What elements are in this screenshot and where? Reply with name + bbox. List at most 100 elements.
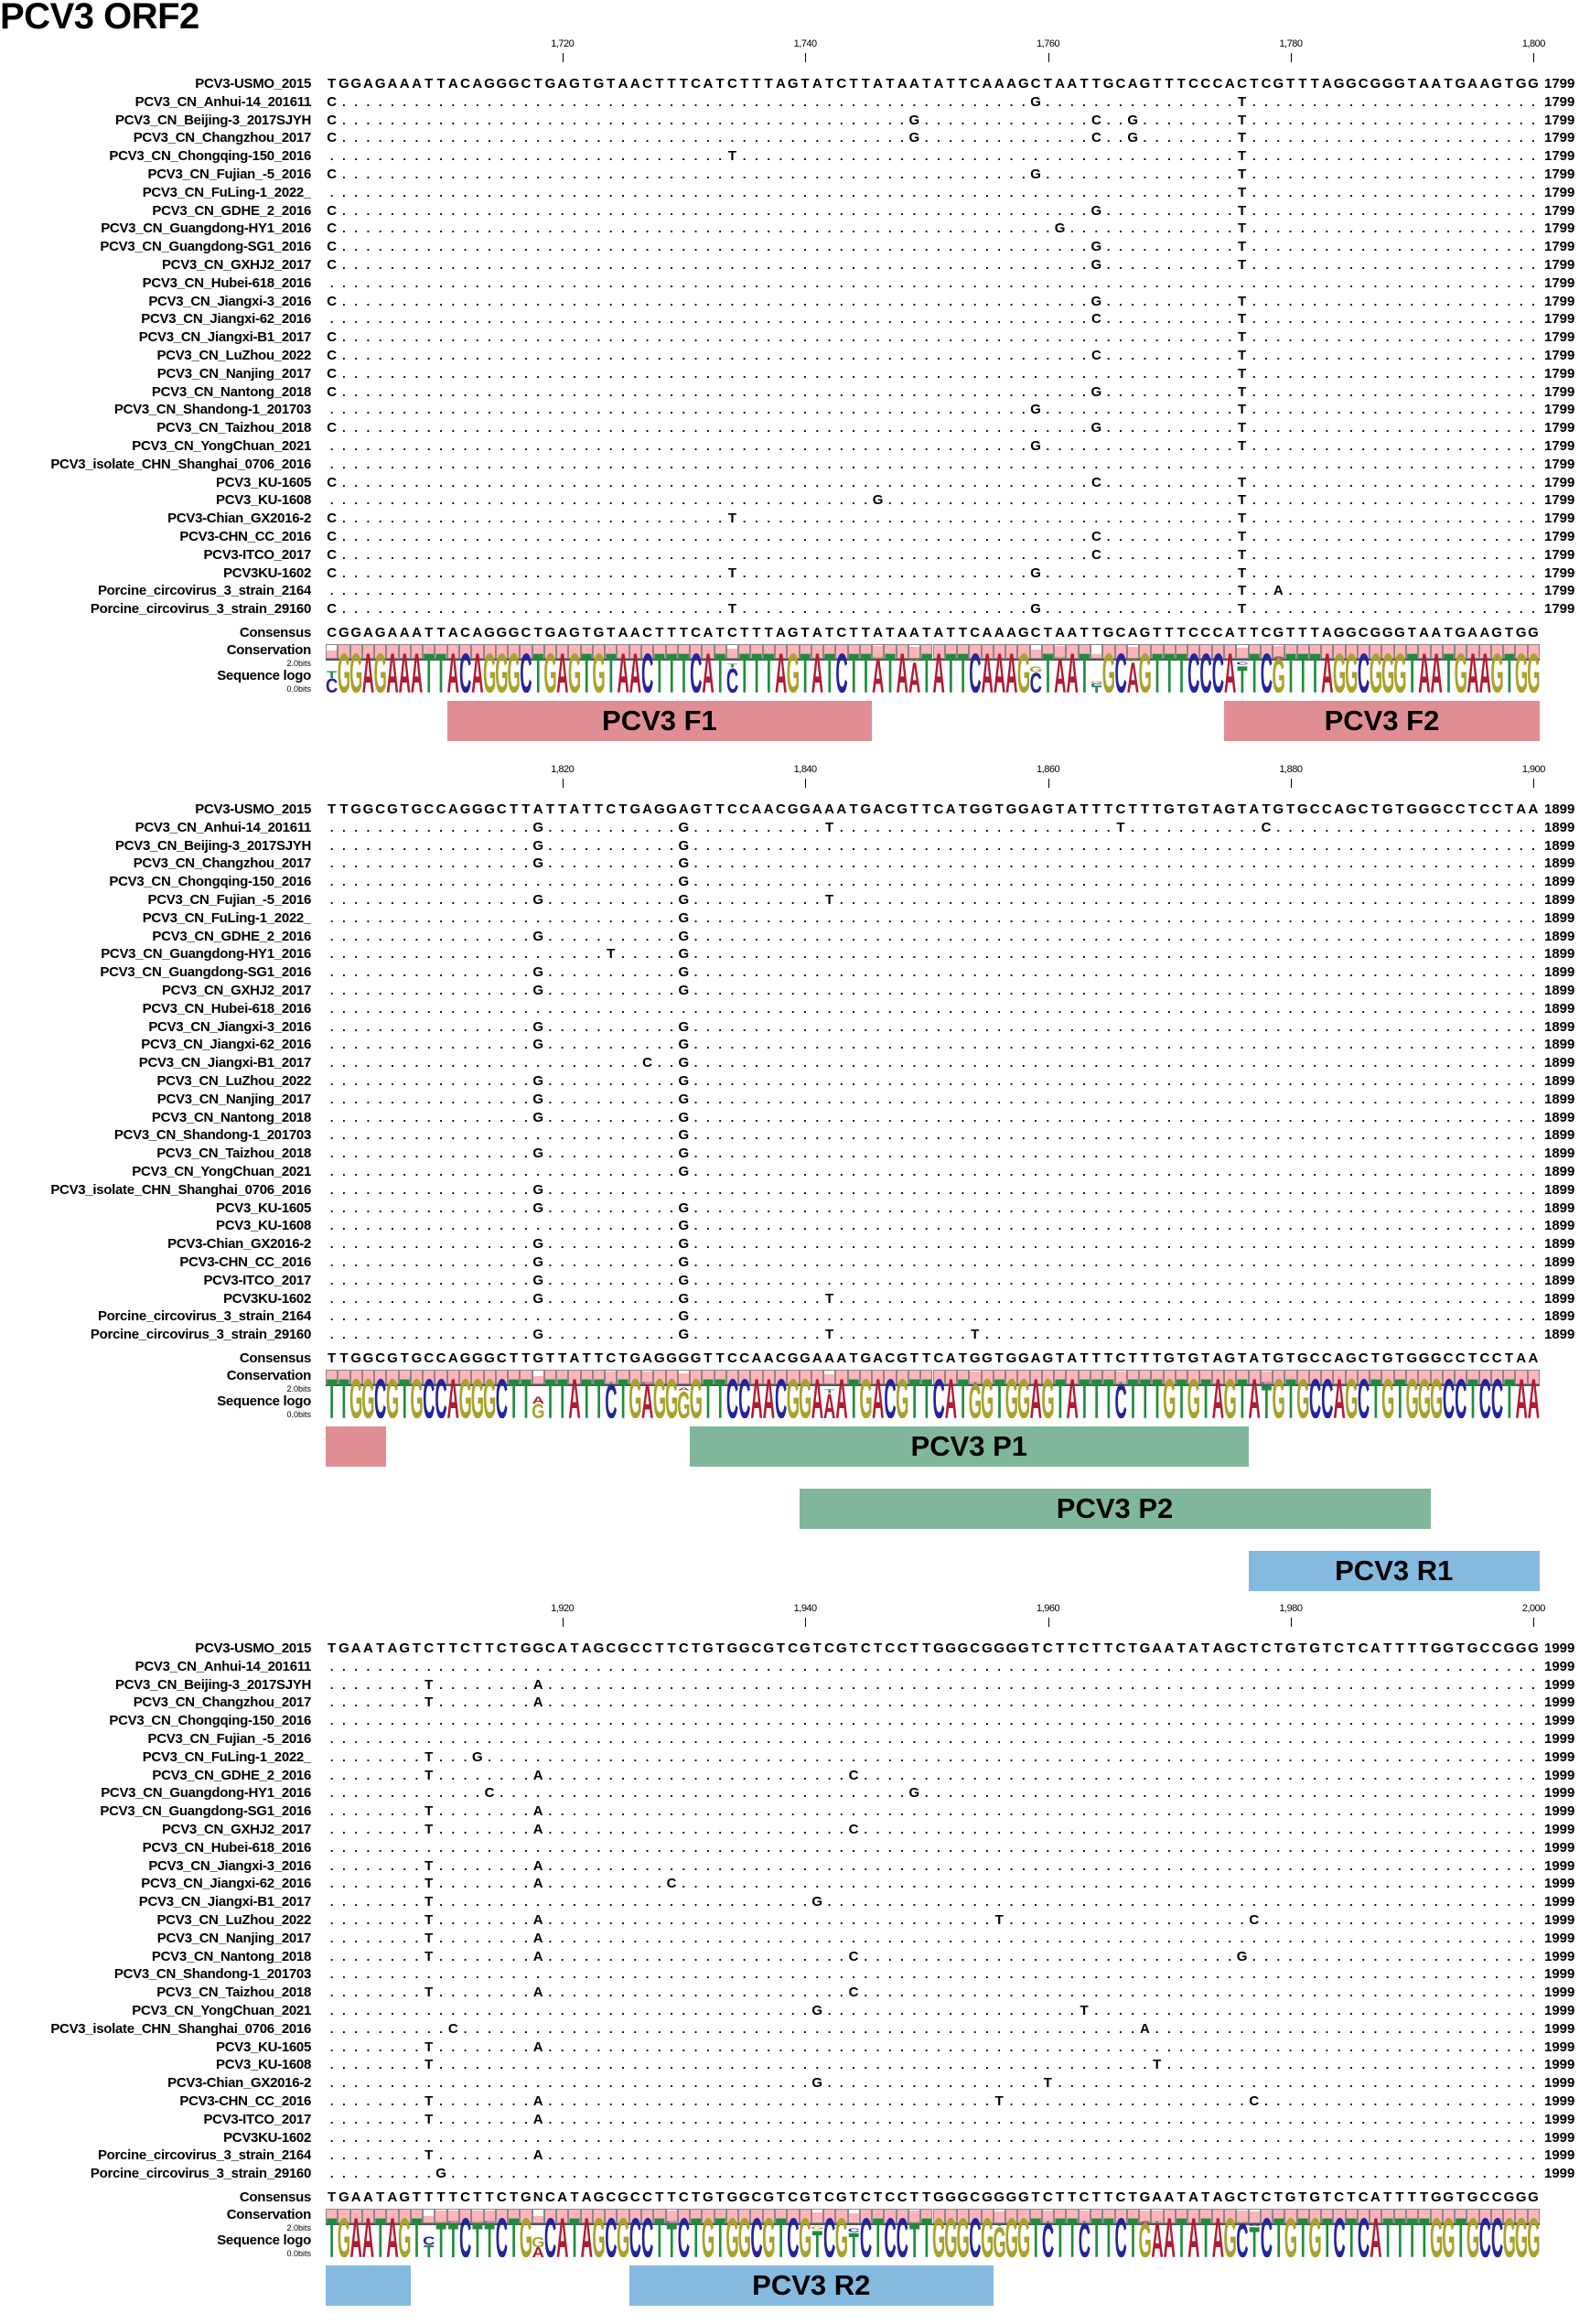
sequence-end-position: 1799 <box>1544 601 1575 618</box>
match-dot: . <box>1483 258 1487 272</box>
match-dot: . <box>1106 221 1111 236</box>
match-dot: . <box>742 947 747 962</box>
match-dot: . <box>1082 893 1086 907</box>
match-dot: . <box>1119 275 1123 290</box>
match-dot: . <box>803 1001 807 1016</box>
match-dot: . <box>1094 330 1099 345</box>
match-dot: . <box>573 910 576 925</box>
match-dot: . <box>511 131 516 145</box>
match-dot: . <box>1410 475 1414 490</box>
conservation-fill <box>618 645 628 658</box>
match-dot: . <box>997 947 1002 962</box>
match-dot: . <box>354 403 358 417</box>
match-dot: . <box>827 384 832 399</box>
annotation-forward-primer[interactable]: PCV3 F2 <box>1223 701 1540 741</box>
match-dot: . <box>1082 131 1086 145</box>
consensus-base: T <box>1153 625 1162 640</box>
match-dot: . <box>585 294 589 308</box>
match-dot: . <box>1458 984 1463 997</box>
consensus-base: A <box>1224 625 1235 640</box>
match-dot: . <box>876 275 880 290</box>
match-dot: . <box>779 875 783 889</box>
annotation-forward-primer[interactable]: PCV3 F1 <box>446 701 873 741</box>
match-dot: . <box>391 947 394 962</box>
match-dot: . <box>1070 457 1074 471</box>
match-dot: . <box>1313 94 1316 109</box>
match-dot: . <box>876 984 880 997</box>
sequence-bases: C.......................................… <box>326 166 1540 183</box>
match-dot: . <box>1373 294 1378 308</box>
match-dot: . <box>1131 167 1134 181</box>
conservation-bar <box>398 644 411 659</box>
match-dot: . <box>1349 421 1353 436</box>
match-dot: . <box>1288 94 1293 109</box>
match-dot: . <box>476 565 479 580</box>
sequence-end-position: 1799 <box>1544 438 1575 454</box>
match-dot: . <box>1349 984 1353 997</box>
match-dot: . <box>997 493 1002 508</box>
conservation-fill <box>642 645 653 658</box>
match-dot: . <box>1301 475 1305 490</box>
match-dot: . <box>670 947 673 962</box>
match-dot: . <box>1422 820 1426 834</box>
match-dot: . <box>573 384 576 399</box>
match-dot: . <box>548 240 553 254</box>
base: C <box>1261 819 1272 835</box>
match-dot: . <box>1519 910 1523 925</box>
match-dot: . <box>864 457 868 471</box>
match-dot: . <box>937 439 940 453</box>
match-dot: . <box>524 203 528 218</box>
sequence-end-position: 1799 <box>1544 420 1575 436</box>
match-dot: . <box>937 366 940 381</box>
match-dot: . <box>924 929 929 943</box>
match-dot: . <box>366 203 371 218</box>
match-dot: . <box>1301 421 1305 436</box>
match-dot: . <box>645 820 650 834</box>
logo-letter: T <box>1444 652 1454 693</box>
match-dot: . <box>693 349 698 362</box>
match-dot: . <box>354 384 358 399</box>
match-dot: . <box>1191 384 1196 399</box>
match-dot: . <box>1507 457 1511 471</box>
match-dot: . <box>1434 240 1438 254</box>
consensus-base: G <box>1528 625 1539 640</box>
match-dot: . <box>500 547 504 562</box>
match-dot: . <box>972 457 977 471</box>
match-dot: . <box>657 838 661 853</box>
match-dot: . <box>476 910 479 925</box>
match-dot: . <box>378 984 382 997</box>
match-dot: . <box>414 240 419 254</box>
match-dot: . <box>682 565 686 580</box>
match-dot: . <box>1070 475 1074 490</box>
match-dot: . <box>1531 240 1535 254</box>
match-dot: . <box>1021 530 1026 543</box>
match-dot: . <box>536 312 540 327</box>
match-dot: . <box>1228 403 1232 417</box>
conservation-bar <box>495 644 509 659</box>
match-dot: . <box>342 349 346 362</box>
match-dot: . <box>852 240 855 254</box>
match-dot: . <box>329 929 334 943</box>
match-dot: . <box>403 131 407 145</box>
match-dot: . <box>439 203 443 218</box>
match-dot: . <box>1070 294 1074 308</box>
match-dot: . <box>693 475 698 490</box>
match-dot: . <box>815 565 820 580</box>
match-dot: . <box>706 475 710 490</box>
match-dot: . <box>596 965 601 980</box>
match-dot: . <box>536 203 540 218</box>
match-dot: . <box>378 203 382 218</box>
sequence-bases: .............................G..........… <box>326 909 1540 927</box>
match-dot: . <box>511 94 516 109</box>
match-dot: . <box>1337 439 1341 453</box>
consensus-base: T <box>800 625 810 640</box>
logo-letter: G <box>508 652 521 693</box>
match-dot: . <box>1470 875 1475 889</box>
logo-letter: G <box>1273 652 1285 693</box>
match-dot: . <box>573 203 576 218</box>
match-dot: . <box>1046 475 1050 490</box>
match-dot: . <box>790 929 795 943</box>
base: T <box>510 802 519 817</box>
match-dot: . <box>1373 584 1378 598</box>
match-dot: . <box>718 1019 722 1034</box>
